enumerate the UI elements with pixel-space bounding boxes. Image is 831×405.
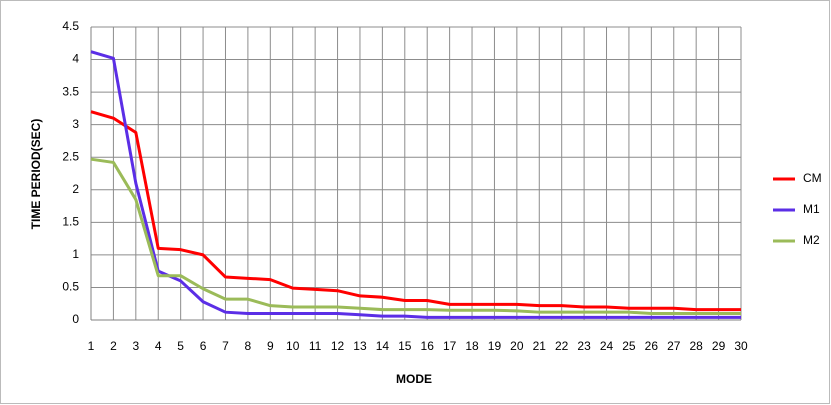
- legend-label: CM: [803, 171, 822, 185]
- x-tick-label: 6: [200, 339, 207, 353]
- x-tick-label: 30: [734, 339, 748, 353]
- x-tick-label: 1: [88, 339, 95, 353]
- x-tick-label: 11: [309, 339, 322, 353]
- x-axis-title: MODE: [396, 372, 432, 386]
- legend-label: M2: [803, 233, 820, 247]
- series-line: [90, 157, 741, 315]
- y-tick-label: 4: [72, 52, 79, 66]
- y-tick-label: 0.5: [62, 280, 79, 294]
- x-tick-label: 4: [155, 339, 162, 353]
- x-tick-label: 2: [110, 339, 117, 353]
- x-tick-label: 7: [222, 339, 229, 353]
- x-tick-label: 12: [331, 339, 345, 353]
- series-line: [90, 110, 741, 312]
- x-tick-label: 28: [689, 339, 703, 353]
- x-tick-label: 8: [245, 339, 252, 353]
- y-tick-label: 2.5: [62, 149, 79, 163]
- x-tick-label: 14: [376, 339, 390, 353]
- y-tick-label: 4.5: [62, 19, 79, 33]
- series-line: [90, 50, 741, 319]
- x-tick-label: 20: [510, 339, 524, 353]
- y-tick-label: 1.5: [62, 215, 79, 229]
- x-tick-label: 15: [398, 339, 412, 353]
- y-tick-label: 2: [72, 182, 79, 196]
- x-tick-label: 25: [622, 339, 636, 353]
- x-tick-label: 13: [353, 339, 367, 353]
- x-tick-label: 9: [267, 339, 274, 353]
- x-tick-label: 23: [577, 339, 591, 353]
- y-axis-title: TIME PERIOD(SEC): [29, 119, 43, 230]
- x-tick-label: 24: [600, 339, 614, 353]
- x-tick-label: 19: [488, 339, 502, 353]
- x-tick-label: 22: [555, 339, 569, 353]
- x-tick-label: 18: [465, 339, 479, 353]
- legend-label: M1: [803, 202, 820, 216]
- x-tick-label: 5: [177, 339, 184, 353]
- y-tick-label: 3: [72, 117, 79, 131]
- x-tick-label: 29: [712, 339, 726, 353]
- x-tick-label: 3: [132, 339, 139, 353]
- x-tick-label: 26: [645, 339, 659, 353]
- x-tick-label: 17: [443, 339, 457, 353]
- x-tick-label: 21: [533, 339, 547, 353]
- y-tick-label: 3.5: [62, 84, 79, 98]
- x-tick-label: 10: [286, 339, 300, 353]
- x-tick-label: 27: [667, 339, 681, 353]
- y-tick-label: 0: [72, 312, 79, 326]
- y-tick-label: 1: [72, 247, 79, 261]
- x-tick-label: 16: [421, 339, 435, 353]
